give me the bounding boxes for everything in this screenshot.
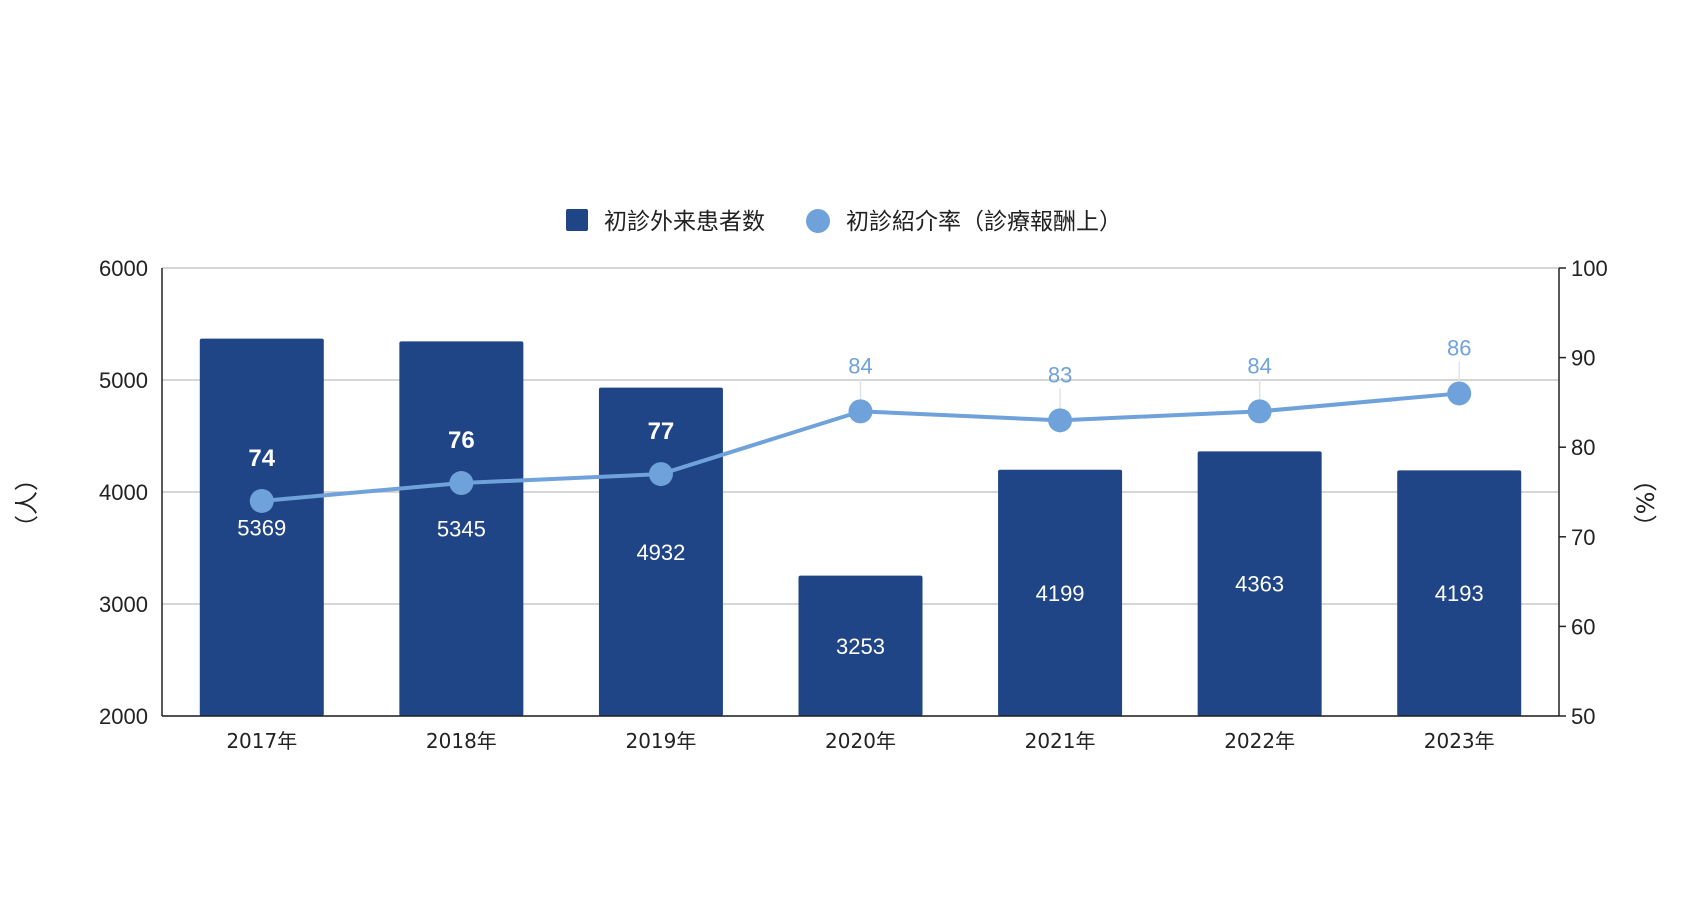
right-tick-label: 50 [1571,704,1595,729]
bar-value-label: 4199 [1036,581,1085,606]
bar-value-label: 4932 [636,540,685,565]
bar-2017年 [199,338,324,716]
rate-point [648,462,673,487]
bar-2019年 [598,387,723,716]
legend-bar-label: 初診外来患者数 [604,209,765,235]
x-tick-label: 2018年 [426,729,497,753]
bar-value-label: 4363 [1235,572,1284,597]
left-tick-label: 6000 [99,256,148,281]
left-tick-label: 2000 [99,704,148,729]
bar-2018年 [399,341,524,716]
x-tick-label: 2019年 [625,729,696,753]
line-series: 74 76 77 84 83 84 86 [247,335,1472,513]
rate-value-label: 77 [648,418,675,445]
left-tick-label: 3000 [99,592,148,617]
bar-2022年 [1197,451,1322,716]
bar-value-label: 5345 [437,517,486,542]
bar-2020年 [798,575,923,716]
right-tick-label: 70 [1571,525,1595,550]
x-tick-label: 2020年 [825,729,896,753]
legend-line-swatch [806,209,830,233]
bar-value-label: 5369 [237,515,286,540]
rate-point [249,488,274,513]
rate-point [1447,381,1472,406]
right-tick-label: 90 [1571,346,1595,371]
left-axis-label: （人） [13,467,41,539]
bar-value-label: 3253 [836,634,885,659]
x-tick-label: 2021年 [1025,729,1096,753]
x-tick-label: 2017年 [226,729,297,753]
legend-bar-swatch [566,209,588,231]
left-tick-label: 5000 [99,368,148,393]
rate-point [449,471,474,496]
rate-point [1048,408,1073,433]
rate-value-label: 86 [1447,335,1471,360]
right-axis-label: （%） [1632,468,1660,539]
rate-value-label: 83 [1048,362,1072,387]
rate-value-label: 84 [848,353,872,378]
rate-point [848,399,873,424]
legend-line-label: 初診紹介率（診療報酬上） [846,209,1122,235]
right-tick-label: 60 [1571,614,1595,639]
bar-labels: 5369 5345 4932 3253 4199 4363 4193 [237,515,1483,658]
legend: 初診外来患者数 初診紹介率（診療報酬上） [566,209,1122,235]
x-tick-label: 2022年 [1224,729,1295,753]
bar-2023年 [1397,470,1522,716]
rate-value-label: 84 [1247,353,1271,378]
rate-value-label: 76 [448,427,475,454]
left-tick-label: 4000 [99,480,148,505]
axes [161,268,1560,717]
rate-point [1247,399,1272,424]
right-axis-ticks: 50 60 70 80 90 100 [1559,256,1608,729]
rate-value-label: 74 [248,445,275,472]
right-tick-label: 80 [1571,435,1595,460]
bar-2021年 [998,469,1123,716]
bar-value-label: 4193 [1435,581,1484,606]
right-tick-label: 100 [1571,256,1608,281]
bars [199,338,1522,716]
x-axis-ticks: 2017年 2018年 2019年 2020年 2021年 2022年 2023年 [226,729,1494,753]
x-tick-label: 2023年 [1424,729,1495,753]
left-axis-ticks: 2000 3000 4000 5000 6000 [99,256,148,729]
